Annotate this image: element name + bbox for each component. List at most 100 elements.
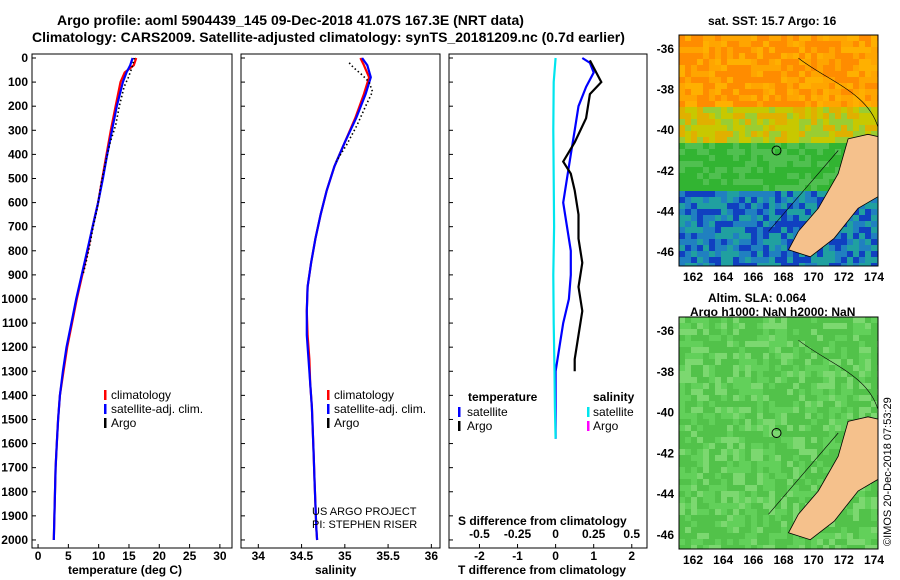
- map-cell: [799, 137, 805, 143]
- map-cell: [757, 437, 763, 443]
- map-cell: [769, 515, 775, 521]
- map-cell: [721, 359, 727, 365]
- map-cell: [745, 119, 751, 125]
- map-cell: [805, 185, 811, 191]
- map-cell: [817, 143, 823, 149]
- map-cell: [691, 401, 697, 407]
- map-cell: [769, 71, 775, 77]
- map-cell: [871, 251, 877, 257]
- map-cell: [871, 101, 877, 107]
- map-cell: [793, 401, 799, 407]
- map-cell: [823, 35, 829, 41]
- map-cell: [787, 41, 793, 47]
- map-cell: [853, 347, 859, 353]
- map-cell: [793, 533, 799, 539]
- map-cell: [709, 467, 715, 473]
- map-cell: [715, 155, 721, 161]
- map-cell: [811, 89, 817, 95]
- map-cell: [859, 245, 865, 251]
- map-cell: [703, 509, 709, 515]
- map-cell: [751, 437, 757, 443]
- map-cell: [799, 155, 805, 161]
- lat-tick-label: -38: [657, 83, 675, 97]
- map-cell: [733, 425, 739, 431]
- legend-label-temp: Argo: [111, 416, 137, 430]
- map-cell: [709, 137, 715, 143]
- map-cell: [757, 461, 763, 467]
- map-cell: [745, 257, 751, 263]
- map-cell: [703, 533, 709, 539]
- map-cell: [745, 437, 751, 443]
- map-cell: [829, 89, 835, 95]
- map-cell: [691, 65, 697, 71]
- map-cell: [739, 515, 745, 521]
- map-cell: [793, 431, 799, 437]
- map-cell: [799, 41, 805, 47]
- map-cell: [685, 77, 691, 83]
- map-cell: [709, 89, 715, 95]
- map-cell: [787, 323, 793, 329]
- map-cell: [733, 179, 739, 185]
- depth-tick-label: 0: [21, 51, 28, 65]
- map-cell: [823, 365, 829, 371]
- map-cell: [793, 503, 799, 509]
- map-cell: [697, 239, 703, 245]
- map-cell: [829, 383, 835, 389]
- map-cell: [835, 239, 841, 245]
- map-cell: [853, 503, 859, 509]
- map-cell: [733, 473, 739, 479]
- map-cell: [697, 209, 703, 215]
- map-cell: [805, 329, 811, 335]
- map-cell: [709, 215, 715, 221]
- map-cell: [691, 119, 697, 125]
- map-cell: [721, 485, 727, 491]
- map-cell: [811, 209, 817, 215]
- map-cell: [841, 521, 847, 527]
- map-cell: [823, 83, 829, 89]
- map-cell: [823, 95, 829, 101]
- map-cell: [817, 71, 823, 77]
- map-cell: [823, 71, 829, 77]
- map-cell: [739, 467, 745, 473]
- map-cell: [805, 71, 811, 77]
- map-cell: [787, 119, 793, 125]
- map-cell: [709, 395, 715, 401]
- map-cell: [835, 353, 841, 359]
- map-cell: [799, 221, 805, 227]
- map-cell: [805, 263, 811, 266]
- map-cell: [817, 113, 823, 119]
- depth-tick-label: 500: [8, 171, 28, 185]
- map-cell: [763, 131, 769, 137]
- map-cell: [817, 101, 823, 107]
- map-cell: [763, 317, 769, 323]
- depth-tick-label: 1500: [1, 412, 28, 426]
- map-cell: [757, 455, 763, 461]
- map-cell: [853, 401, 859, 407]
- map-cell: [757, 41, 763, 47]
- map-cell: [703, 335, 709, 341]
- map-cell: [799, 209, 805, 215]
- map-cell: [715, 437, 721, 443]
- map-cell: [757, 221, 763, 227]
- map-cell: [745, 383, 751, 389]
- map-cell: [769, 197, 775, 203]
- map-cell: [799, 89, 805, 95]
- map-cell: [775, 425, 781, 431]
- map-cell: [697, 329, 703, 335]
- map-cell: [769, 443, 775, 449]
- map-cell: [751, 395, 757, 401]
- map-cell: [853, 59, 859, 65]
- map-cell: [709, 77, 715, 83]
- map-cell: [691, 131, 697, 137]
- map-cell: [751, 509, 757, 515]
- map-cell: [739, 443, 745, 449]
- map-cell: [745, 137, 751, 143]
- map-cell: [793, 113, 799, 119]
- map-cell: [793, 35, 799, 41]
- map-cell: [853, 113, 859, 119]
- map-cell: [811, 191, 817, 197]
- map-cell: [697, 491, 703, 497]
- map-cell: [739, 377, 745, 383]
- map-cell: [703, 497, 709, 503]
- map-cell: [745, 89, 751, 95]
